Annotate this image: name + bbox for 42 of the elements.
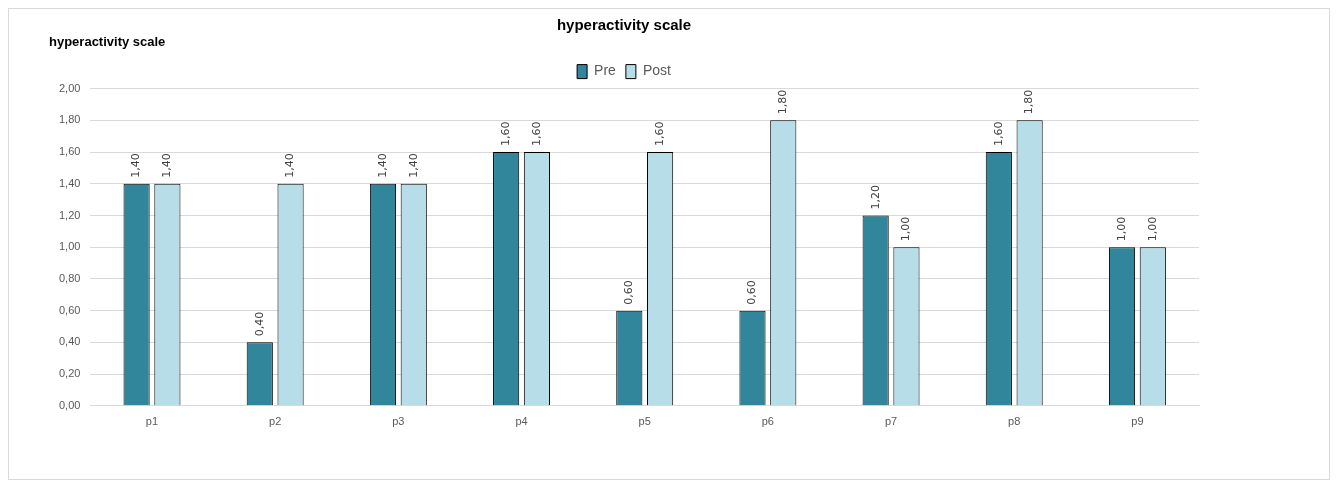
data-label: 0,60 <box>622 280 636 305</box>
data-label: 1,60 <box>991 121 1005 147</box>
data-label: 1,40 <box>406 153 420 178</box>
x-tick-label: p8 <box>1008 415 1021 428</box>
data-label: 1,60 <box>498 121 512 147</box>
data-label: 1,40 <box>283 153 297 178</box>
data-label: 1,60 <box>652 121 666 147</box>
data-label: 1,80 <box>776 89 790 115</box>
y-tick-label: 0,80 <box>58 271 81 284</box>
x-tick-label: p5 <box>638 415 651 428</box>
data-label: 1,00 <box>1114 216 1128 242</box>
data-label: 1,20 <box>868 184 882 210</box>
chart-subtitle: hyperactivity scale <box>49 34 166 50</box>
y-tick-label: 0,40 <box>58 335 81 348</box>
data-label: 0,60 <box>745 280 759 305</box>
y-tick-label: 1,60 <box>58 145 81 158</box>
data-label: 0,40 <box>252 311 266 337</box>
x-tick-label: p4 <box>515 415 528 428</box>
x-tick-label: p6 <box>761 415 775 428</box>
legend-label: Post <box>642 62 672 79</box>
chart-title: hyperactivity scale <box>556 16 692 34</box>
data-label: 1,60 <box>529 121 543 147</box>
data-label: 1,40 <box>129 153 143 178</box>
y-tick-label: 0,00 <box>58 398 81 411</box>
x-tick-label: p1 <box>145 415 159 428</box>
y-tick-label: 1,80 <box>58 113 81 126</box>
y-tick-label: 1,00 <box>58 240 81 253</box>
data-label: 1,40 <box>375 153 389 178</box>
x-tick-label: p2 <box>269 415 282 428</box>
y-tick-label: 2,00 <box>58 81 81 94</box>
y-tick-label: 0,20 <box>58 367 81 380</box>
x-tick-label: p9 <box>1131 415 1144 428</box>
data-label: 1,00 <box>1145 216 1159 242</box>
x-tick-label: p7 <box>884 415 898 428</box>
x-tick-label: p3 <box>392 415 405 428</box>
legend-label: Pre <box>594 62 617 79</box>
data-label: 1,00 <box>899 216 913 242</box>
data-label: 1,80 <box>1022 89 1036 115</box>
y-tick-label: 1,20 <box>58 208 81 221</box>
y-tick-label: 1,40 <box>58 176 81 189</box>
y-tick-label: 0,60 <box>58 303 81 316</box>
data-label: 1,40 <box>160 153 174 178</box>
